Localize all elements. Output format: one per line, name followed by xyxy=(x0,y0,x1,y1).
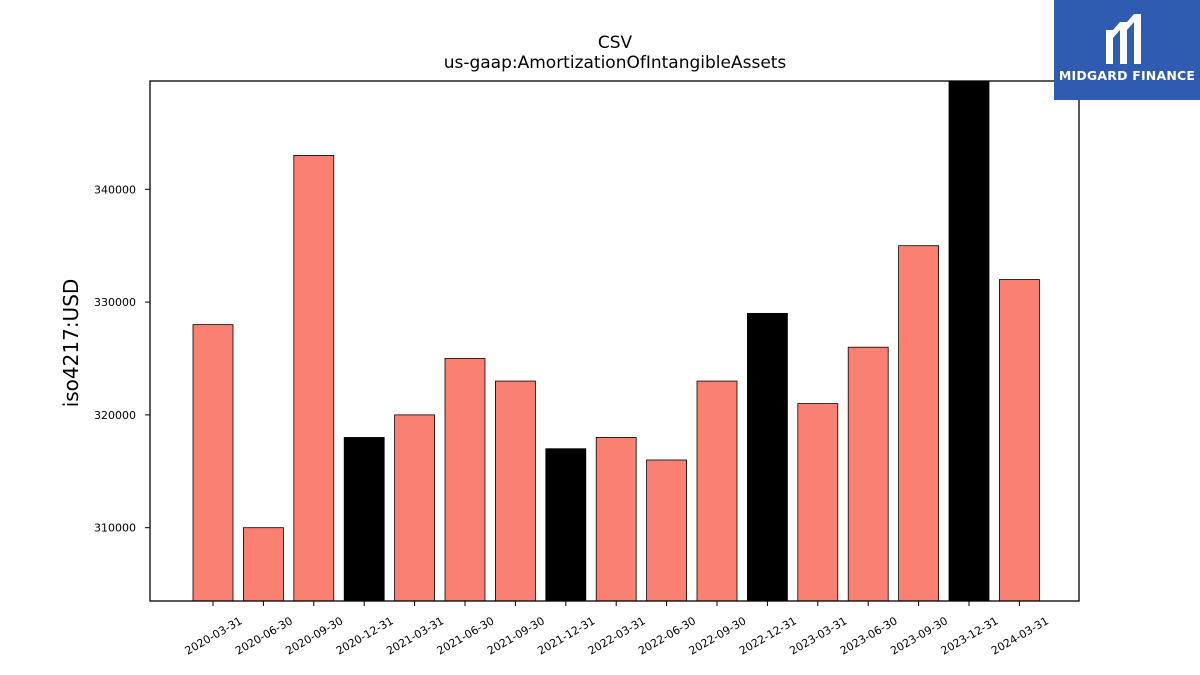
bars-group xyxy=(192,80,1040,602)
bar-2024-03-31 xyxy=(999,279,1040,602)
bar-2020-03-31 xyxy=(192,324,234,602)
logo-text: MIDGARD FINANCE xyxy=(1058,68,1196,83)
bar-2023-09-30 xyxy=(898,245,939,602)
bar-2022-06-30 xyxy=(646,459,687,602)
x-tick-label: 2024-03-31 xyxy=(989,614,1051,657)
bar-2021-09-30 xyxy=(494,380,536,602)
logo-mark-icon xyxy=(1106,14,1141,64)
chart-title: CSV xyxy=(598,33,633,53)
y-tick-label: 320000 xyxy=(94,409,136,422)
plot-frame xyxy=(149,80,1080,602)
x-ticks-group: 2020-03-312020-06-302020-09-302020-12-31… xyxy=(183,601,1051,658)
y-tick-label: 340000 xyxy=(94,183,136,196)
bar-2021-06-30 xyxy=(444,358,486,602)
bar-2022-09-30 xyxy=(696,380,738,602)
y-axis-label: iso4217:USD xyxy=(59,279,83,408)
bar-2023-12-31 xyxy=(948,80,990,602)
bar-2020-09-30 xyxy=(293,155,335,602)
bar-2022-03-31 xyxy=(595,437,637,602)
bar-2021-03-31 xyxy=(394,414,436,602)
y-tick-label: 310000 xyxy=(94,522,136,535)
bar-2020-06-30 xyxy=(242,527,284,602)
chart-subtitle: us-gaap:AmortizationOfIntangibleAssets xyxy=(444,53,787,73)
bar-2021-12-31 xyxy=(545,448,587,602)
bar-2023-06-30 xyxy=(847,346,889,602)
midgard-finance-logo: MIDGARD FINANCE xyxy=(1054,0,1200,100)
bar-2020-12-31 xyxy=(343,437,385,602)
bar-2023-03-31 xyxy=(797,403,839,602)
y-ticks-group: 310000 320000 330000 340000 xyxy=(94,183,150,535)
y-tick-label: 330000 xyxy=(94,296,136,309)
bar-2022-12-31 xyxy=(747,312,788,602)
